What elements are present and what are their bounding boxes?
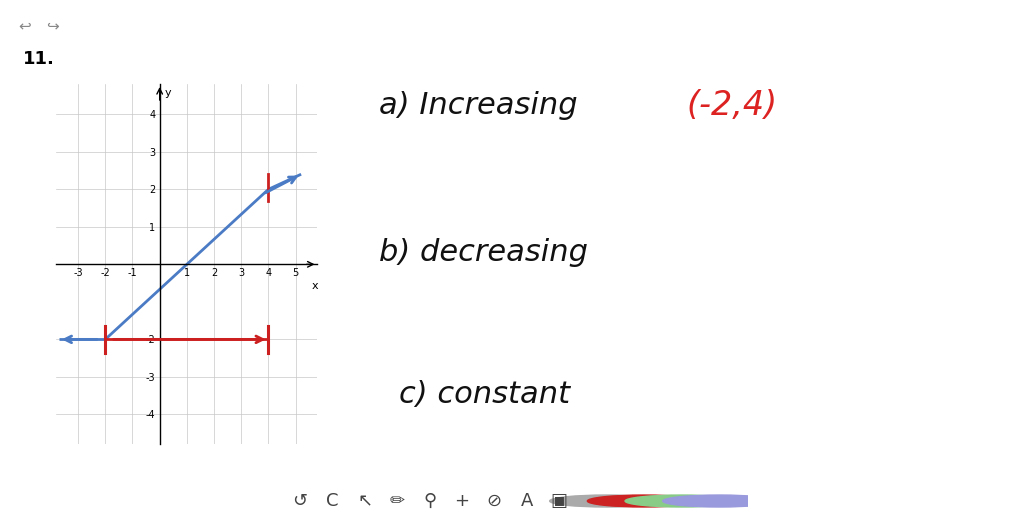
Text: b) decreasing: b) decreasing [379,238,588,267]
Circle shape [625,495,738,507]
Text: 11.: 11. [23,50,54,68]
Text: c) constant: c) constant [399,380,570,409]
Circle shape [663,495,776,507]
Text: ⚲: ⚲ [423,492,436,510]
Text: a) Increasing: a) Increasing [379,90,578,120]
Text: ↪: ↪ [46,18,58,34]
Text: x: x [311,281,318,291]
Text: ↩: ↩ [18,18,31,34]
Text: (-2,4): (-2,4) [686,89,777,122]
Text: ✏: ✏ [389,492,404,510]
Circle shape [588,495,700,507]
Text: ▣: ▣ [551,492,567,510]
Text: A: A [520,492,532,510]
Circle shape [550,495,663,507]
Text: ↖: ↖ [357,492,373,510]
Text: +: + [455,492,469,510]
Text: y: y [165,88,172,98]
Text: ⊘: ⊘ [486,492,502,510]
Text: C: C [327,492,339,510]
Text: ↺: ↺ [293,492,307,510]
